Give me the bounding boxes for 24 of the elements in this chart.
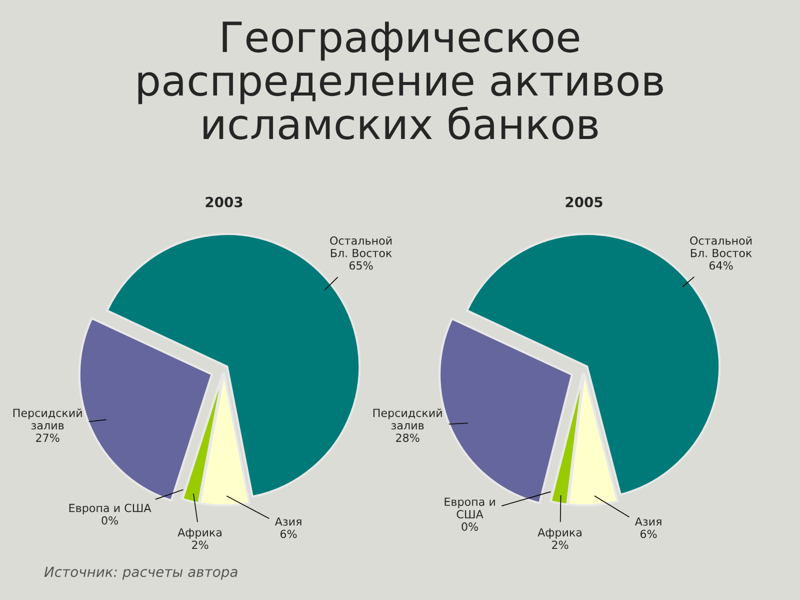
chart-title: 2005 [566, 196, 602, 208]
chart-title: 2003 [206, 196, 242, 208]
slice-label: Африка [178, 528, 222, 539]
data-label: 64% [709, 261, 733, 270]
slice-label: Африка [538, 528, 582, 539]
slice-label: Персидский залив [373, 408, 442, 430]
legend-label: Европа и США [444, 498, 495, 518]
slice-label: Остальной Бл. Восток [330, 236, 392, 258]
data-label: 2% [192, 540, 208, 550]
slice-label: Остальной Бл. Восток [690, 236, 752, 258]
text: 0% [462, 522, 478, 531]
data-label: 2% [552, 540, 568, 550]
slice-label: Азия [274, 517, 302, 526]
slice-label: Персидский залив [13, 408, 82, 430]
data-label: 28% [396, 434, 420, 442]
data-label: 65% [349, 261, 373, 270]
data-label: 27% [36, 434, 60, 442]
text: Источник: расчеты автора [44, 566, 238, 580]
text: Географическое распределение активов исламских банков [138, 22, 663, 140]
text: 0% [102, 516, 118, 525]
slice-label: Азия [634, 517, 662, 526]
category-label: Европа и США [69, 504, 152, 514]
data-label: 6% [280, 530, 297, 538]
data-label: 6% [640, 530, 657, 538]
